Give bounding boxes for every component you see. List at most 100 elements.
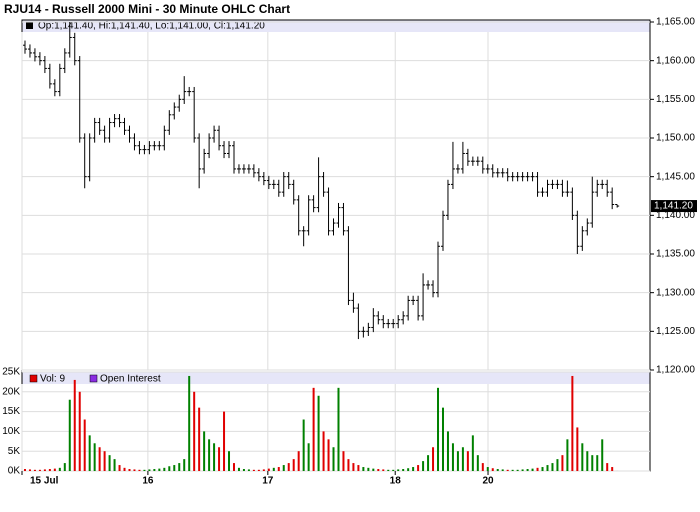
volume-bar	[257, 469, 260, 471]
volume-bar	[531, 468, 534, 471]
volume-bar	[586, 451, 589, 471]
y-tick-label: 1,140.00	[656, 210, 695, 221]
volume-bar	[282, 465, 285, 471]
volume-bar	[103, 451, 106, 471]
volume-bar	[118, 465, 121, 471]
legend-label: Vol: 9	[40, 374, 65, 385]
last-price-box	[651, 200, 697, 213]
volume-bar	[148, 469, 151, 471]
y-tick-label: 1,145.00	[656, 171, 695, 182]
volume-bar	[397, 469, 400, 471]
volume-bar	[88, 435, 91, 471]
volume-bar	[237, 467, 240, 471]
volume-bar	[476, 455, 479, 471]
legend-swatch	[89, 374, 98, 383]
volume-bar	[456, 451, 459, 471]
volume-bar	[302, 419, 305, 471]
x-tick-label: 16	[142, 476, 154, 487]
volume-bar	[138, 469, 141, 471]
volume-bar	[422, 461, 425, 471]
volume-bar	[43, 469, 46, 471]
volume-bar	[203, 431, 206, 471]
volume-bar	[611, 467, 614, 471]
volume-bar	[516, 469, 519, 471]
volume-bar	[427, 455, 430, 471]
volume-bar	[58, 467, 61, 471]
volume-bar	[491, 468, 494, 471]
price-panel	[21, 19, 651, 371]
volume-bar	[297, 451, 300, 471]
volume-bar	[402, 469, 405, 471]
volume-bar	[526, 469, 529, 471]
volume-bar	[566, 439, 569, 471]
volume-bar	[292, 459, 295, 471]
volume-bar	[317, 395, 320, 471]
volume-bar	[267, 468, 270, 471]
last-price-label: 1,141.20	[654, 201, 693, 212]
volume-bar	[511, 469, 514, 471]
x-tick-label: 18	[390, 476, 402, 487]
volume-bar	[33, 469, 36, 471]
volume-bar	[551, 463, 554, 471]
volume-bar	[312, 387, 315, 471]
volume-bar	[417, 465, 420, 471]
volume-bar	[322, 431, 325, 471]
volume-bar	[247, 469, 250, 471]
volume-bar	[486, 467, 489, 471]
price-legend-swatch	[26, 22, 33, 29]
volume-bar	[73, 379, 76, 471]
volume-bar	[367, 467, 370, 471]
volume-bar	[591, 455, 594, 471]
volume-bar	[437, 387, 440, 471]
volume-bar	[461, 447, 464, 471]
price-legend-strip	[22, 20, 650, 32]
volume-bar	[153, 469, 156, 471]
volume-bar	[108, 455, 111, 471]
volume-bar	[98, 447, 101, 471]
legend-label: Open Interest	[100, 374, 161, 385]
volume-bar	[93, 443, 96, 471]
volume-bar	[372, 468, 375, 471]
volume-bar	[228, 451, 231, 471]
volume-bar	[208, 439, 211, 471]
legend-swatch	[29, 374, 38, 383]
volume-bar	[571, 375, 574, 471]
volume-bar	[163, 467, 166, 471]
volume-bar	[471, 435, 474, 471]
volume-bar	[38, 469, 41, 471]
volume-bar	[347, 459, 350, 471]
volume-bar	[546, 465, 549, 471]
y-tick-label: 1,125.00	[656, 326, 695, 337]
volume-bar	[556, 459, 559, 471]
volume-bar	[307, 443, 310, 471]
volume-bar	[357, 465, 360, 471]
price-legend: Op:1,141.40, Hi:1,141.40, Lo:1,141.00, C…	[38, 21, 265, 32]
volume-bar	[412, 467, 415, 471]
y-tick-label: 1,155.00	[656, 94, 695, 105]
volume-bar	[128, 469, 131, 471]
volume-bar	[277, 467, 280, 471]
volume-bar	[432, 447, 435, 471]
x-tick-label: 15 Jul	[30, 476, 59, 487]
volume-bar	[48, 469, 51, 471]
volume-bar	[446, 431, 449, 471]
x-tick-label: 17	[262, 476, 274, 487]
volume-bar	[218, 447, 221, 471]
volume-bar	[262, 469, 265, 471]
volume-bar	[332, 447, 335, 471]
volume-bar	[168, 466, 171, 471]
volume-bar	[178, 463, 181, 471]
volume-bar	[501, 469, 504, 471]
volume-bar	[382, 469, 385, 471]
y-tick-label: 1,160.00	[656, 55, 695, 66]
volume-bar	[188, 375, 191, 471]
volume-bar	[601, 439, 604, 471]
v-tick-label: 5K	[8, 446, 21, 457]
y-tick-label: 1,130.00	[656, 287, 695, 298]
y-tick-label: 1,120.00	[656, 365, 695, 376]
volume-bar	[466, 451, 469, 471]
chart-title: RJU14 - Russell 2000 Mini - 30 Minute OH…	[4, 2, 290, 16]
volume-bar	[23, 469, 26, 471]
